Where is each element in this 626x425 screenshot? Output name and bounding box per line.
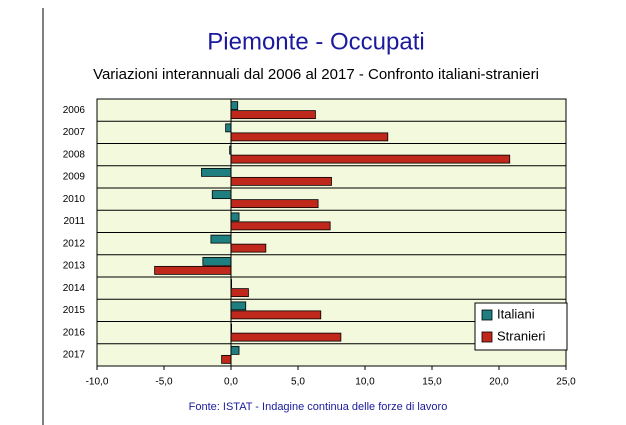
- y-tick-label: 2014: [63, 283, 86, 294]
- bar: [230, 345, 240, 355]
- legend-label: Italiani: [497, 306, 535, 321]
- x-tick-label: -5,0: [155, 377, 173, 388]
- y-tick-label: 2017: [63, 350, 86, 361]
- x-tick-label: 20,0: [489, 377, 509, 388]
- y-tick-label: 2013: [63, 261, 86, 272]
- x-tick-label: 25,0: [556, 377, 576, 388]
- x-tick-label: -10,0: [86, 377, 109, 388]
- bar: [230, 221, 331, 231]
- bar: [202, 256, 232, 266]
- bar: [201, 167, 232, 177]
- y-tick-label: 2007: [63, 127, 86, 138]
- bar: [230, 101, 239, 111]
- bar: [154, 265, 232, 275]
- y-tick-label: 2012: [63, 238, 86, 249]
- bar: [230, 212, 240, 222]
- bar: [230, 301, 247, 311]
- bar: [221, 354, 232, 364]
- y-tick-label: 2016: [63, 327, 86, 338]
- bar: [230, 332, 342, 342]
- bar: [230, 132, 389, 142]
- bar: [230, 310, 322, 320]
- chart-subtitle: Variazioni interannuali dal 2006 al 2017…: [93, 66, 539, 83]
- y-tick-label: 2006: [63, 105, 86, 116]
- y-tick-label: 2008: [63, 149, 86, 160]
- bar: [211, 190, 232, 200]
- x-tick-label: 15,0: [422, 377, 442, 388]
- bar: [225, 123, 232, 133]
- bar: [230, 199, 319, 209]
- chart-title: Piemonte - Occupati: [207, 28, 424, 55]
- y-tick-label: 2009: [63, 172, 86, 183]
- y-tick-label: 2015: [63, 305, 86, 316]
- bar: [230, 288, 249, 298]
- legend-label: Stranieri: [497, 328, 546, 343]
- bar: [230, 110, 316, 120]
- x-tick-label: 10,0: [355, 377, 375, 388]
- legend-swatch: [481, 331, 493, 343]
- y-tick-label: 2010: [63, 194, 86, 205]
- x-tick-label: 5,0: [291, 377, 305, 388]
- legend-swatch: [481, 309, 493, 321]
- bar: [230, 154, 511, 164]
- x-tick-label: 0,0: [224, 377, 238, 388]
- y-tick-label: 2011: [63, 216, 85, 227]
- bar: [230, 176, 332, 186]
- bar: [230, 243, 267, 253]
- bar: [210, 234, 232, 244]
- source-note: Fonte: ISTAT - Indagine continua delle f…: [189, 401, 448, 413]
